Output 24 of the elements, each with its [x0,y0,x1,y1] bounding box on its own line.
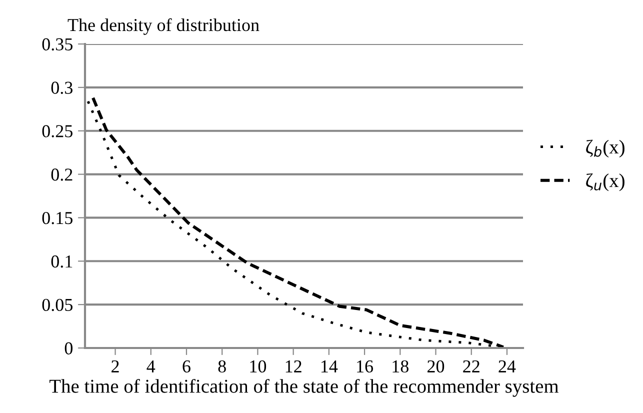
x-tick-label: 4 [146,360,156,372]
y-tick-label: 0.2 [51,168,72,181]
x-tick-label: 2 [112,360,119,372]
x-axis-title: The time of identification of the state of the recommender system [49,378,559,397]
x-tick-label: 6 [182,360,190,373]
x-tick-label: 10 [250,360,266,373]
legend-label: ζ$_{u}$(x) [586,173,624,192]
y-tick-label: 0.3 [51,82,72,94]
y-tick-label: 0.35 [42,38,72,51]
x-tick-label: 18 [392,360,408,373]
y-axis-title: The density of distribution [68,18,260,35]
x-tick-label: 12 [286,360,302,372]
x-tick-label: 8 [218,360,226,373]
x-tick-label: 14 [321,360,338,372]
x-tick-label: 16 [357,360,374,373]
y-tick-label: 0.25 [42,125,72,138]
y-tick-label: 0.05 [42,298,72,312]
y-tick-label: 0 [64,342,73,354]
x-tick-label: 22 [463,360,480,372]
x-tick-label: 20 [428,360,444,373]
x-tick-label: 24 [498,360,516,372]
y-tick-label: 0.15 [42,212,72,224]
legend-label: ζ$_{b}$(x) [586,140,624,158]
y-tick-label: 0.1 [51,255,72,268]
